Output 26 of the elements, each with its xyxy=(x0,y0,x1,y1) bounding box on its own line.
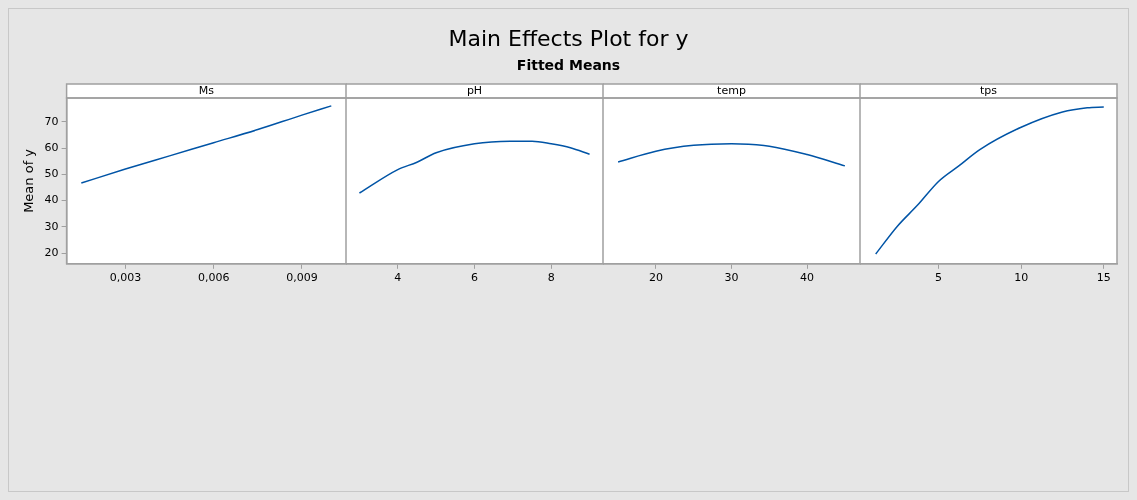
y-tick-label: 20 xyxy=(44,246,59,260)
x-axis-title: temp xyxy=(717,83,746,97)
y-tick-label: 70 xyxy=(44,114,59,128)
x-tick-label: 15 xyxy=(1096,271,1111,285)
line-series xyxy=(80,105,333,184)
x-tick-label: 4 xyxy=(394,271,402,285)
x-tick-label: 8 xyxy=(547,271,555,285)
text: Fitted Means xyxy=(515,57,622,73)
x-tick-label: 0,006 xyxy=(197,271,230,285)
x-tick-label: 20 xyxy=(648,271,663,285)
text: Main Effects Plot for y xyxy=(447,26,690,51)
y-tick-label: 50 xyxy=(44,167,59,181)
x-axis-title: pH xyxy=(466,83,483,97)
y-tick-label: 60 xyxy=(44,140,59,154)
x-tick-label: 30 xyxy=(724,271,739,285)
y-tick-label: 30 xyxy=(44,219,59,233)
x-tick-label: 40 xyxy=(800,271,815,285)
x-tick-label: 0,009 xyxy=(286,271,318,285)
x-axis-title: tps xyxy=(979,83,998,97)
x-tick-label: 0,003 xyxy=(109,271,142,285)
x-tick-label: 5 xyxy=(935,271,942,285)
y-axis-title: Mean of y xyxy=(21,148,37,213)
x-axis-title: Ms xyxy=(198,83,215,97)
x-tick-label: 6 xyxy=(471,271,478,285)
x-tick-label: 10 xyxy=(1014,271,1029,285)
y-tick-label: 40 xyxy=(44,193,59,207)
